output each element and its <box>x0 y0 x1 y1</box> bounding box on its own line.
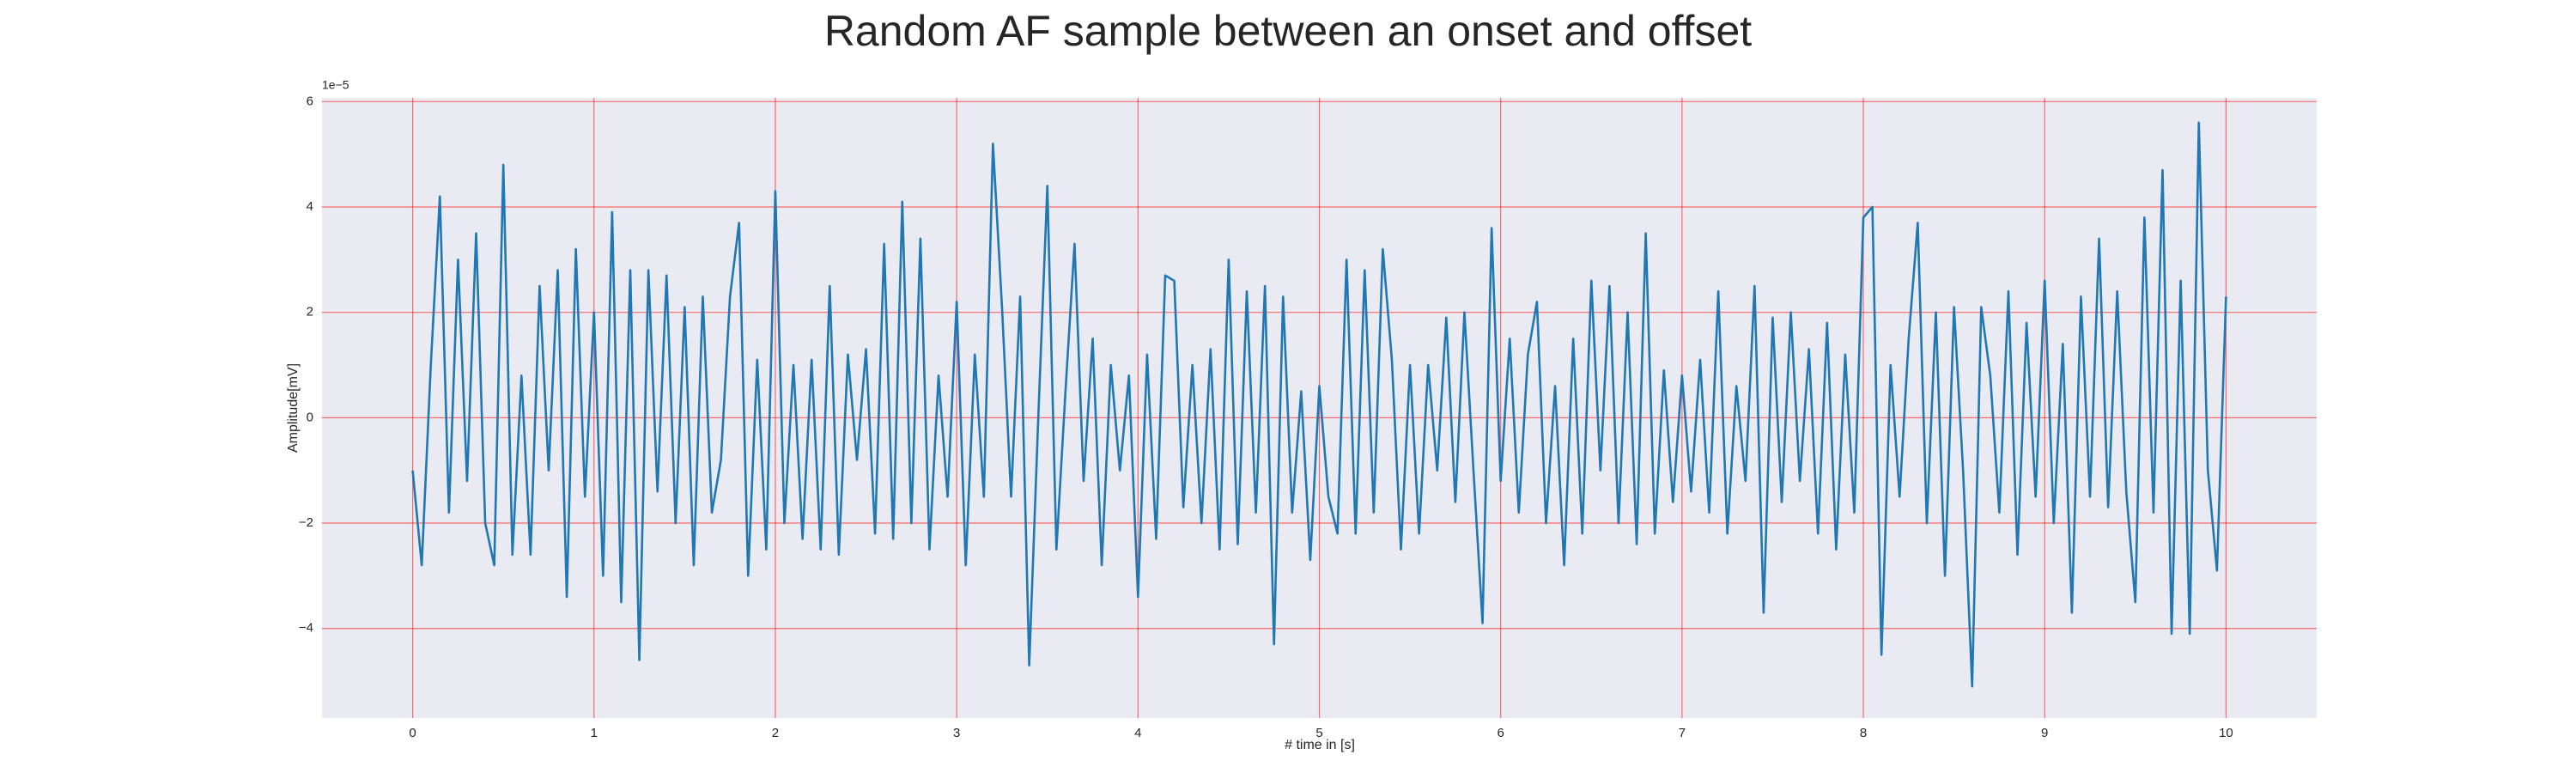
y-tick-label: 6 <box>307 94 313 108</box>
x-tick-label: 5 <box>1315 726 1322 740</box>
x-tick-label: 9 <box>2041 726 2048 740</box>
x-tick-label: 4 <box>1134 726 1141 740</box>
y-tick-label: 2 <box>307 305 313 320</box>
x-tick-label: 1 <box>591 726 598 740</box>
y-tick-label: −4 <box>299 621 313 636</box>
y-tick-label: 0 <box>307 410 313 424</box>
x-tick-label: 2 <box>772 726 779 740</box>
x-tick-label: 8 <box>1860 726 1867 740</box>
chart-title: Random AF sample between an onset and of… <box>824 7 1752 55</box>
y-tick-label: −2 <box>299 515 313 530</box>
y-tick-label: 4 <box>307 199 313 214</box>
y-offset-text: 1e−5 <box>322 78 349 92</box>
data-line <box>411 121 2227 688</box>
x-tick-label: 6 <box>1498 726 1504 740</box>
x-tick-label: 10 <box>2219 726 2233 740</box>
x-tick-label: 3 <box>953 726 960 740</box>
x-tick-label: 0 <box>409 726 416 740</box>
x-tick-label: 7 <box>1679 726 1686 740</box>
y-axis-label: Amplitude[mV] <box>286 363 301 453</box>
x-axis-label: # time in [s] <box>1285 738 1355 752</box>
